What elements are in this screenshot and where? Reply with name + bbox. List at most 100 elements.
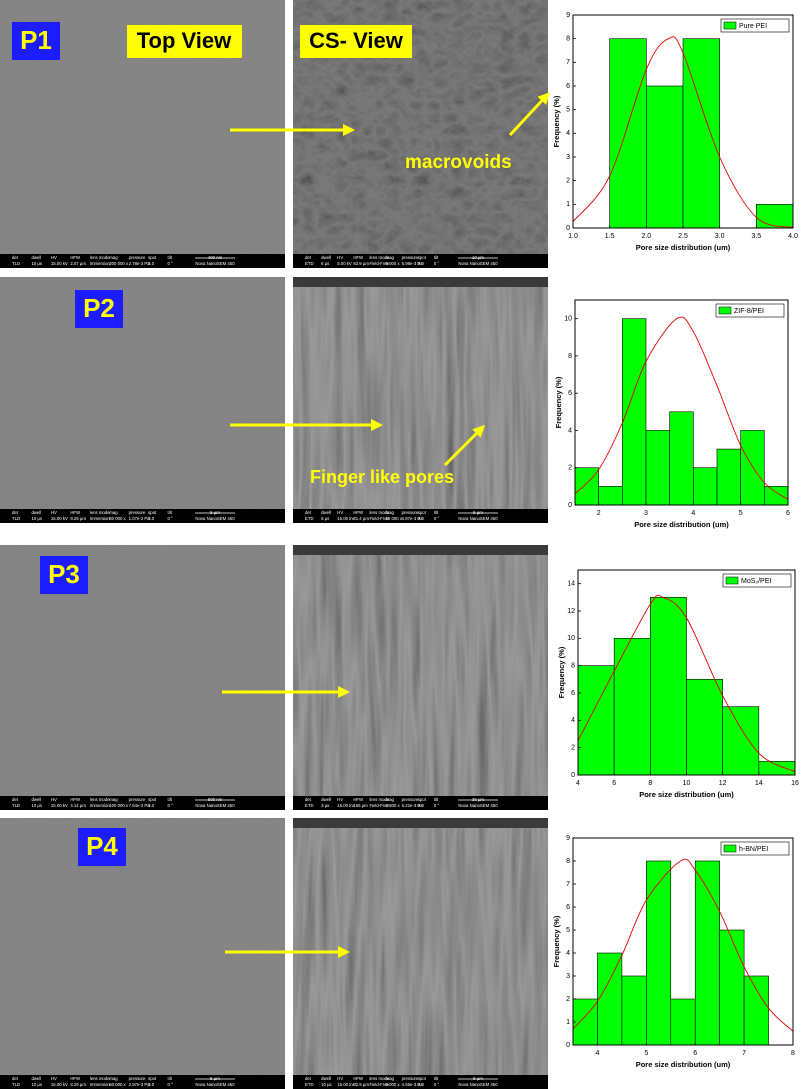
data-bar-value: 82.9 µm — [353, 1082, 369, 1087]
data-bar-field: HV — [51, 797, 57, 802]
data-bar-field: pressure — [129, 1076, 146, 1081]
data-bar-field: HFW — [353, 255, 364, 260]
data-bar-field: tilt — [434, 510, 439, 515]
data-bar-value: 0 ° — [434, 1082, 440, 1087]
histogram-bar — [574, 467, 599, 506]
x-tick-label: 4 — [595, 1050, 599, 1057]
data-bar — [293, 1075, 548, 1089]
instrument: Nova NanoSEM 450 — [195, 1082, 235, 1087]
data-bar-value: Field-Free — [369, 803, 389, 808]
data-bar-field: spot — [148, 255, 157, 260]
data-bar-value: Immersion — [90, 261, 111, 266]
histogram-bar — [650, 597, 687, 776]
header: Top View — [137, 28, 232, 53]
scale-label: 30 µm — [472, 797, 484, 802]
scale-label: 5 µm — [210, 510, 220, 515]
legend-swatch — [723, 844, 737, 853]
data-bar-value: TLD — [12, 1082, 20, 1087]
data-bar-field: HV — [337, 1076, 343, 1081]
histogram-bar — [756, 204, 794, 229]
data-bar-field: mag — [109, 797, 118, 802]
data-bar-value: 10 000 x — [386, 516, 403, 521]
fit-curve — [574, 316, 789, 500]
x-tick-label: 4.0 — [788, 233, 798, 240]
histogram-bar — [646, 85, 684, 229]
instrument: Nova NanoSEM 450 — [195, 803, 235, 808]
data-bar-field: det — [305, 255, 312, 260]
data-bar — [0, 509, 285, 523]
x-tick-label: 5 — [644, 1050, 648, 1057]
arrow-head — [371, 419, 383, 431]
data-bar-value: Immersion — [90, 1082, 111, 1087]
data-bar-field: det — [305, 797, 312, 802]
histogram-bar — [722, 706, 760, 776]
data-bar-value: 0 ° — [168, 261, 174, 266]
data-bar-field: pressure — [129, 797, 146, 802]
data-bar-field: det — [12, 255, 19, 260]
data-bar-value: ETD — [305, 803, 314, 808]
data-bar-value: 2.97e-3 Pa — [129, 1082, 151, 1087]
data-bar-value: 15.00 kV — [51, 516, 68, 521]
data-bar-value: 10 µs — [31, 803, 42, 808]
data-bar-field: spot — [148, 1076, 157, 1081]
data-bar-value: 15.00 kV — [337, 803, 354, 808]
data-bar-value: 0 ° — [434, 803, 440, 808]
y-tick-label: 7 — [566, 881, 570, 888]
data-bar-value: TLD — [12, 803, 20, 808]
data-bar-value: 10 µs — [321, 1082, 332, 1087]
data-bar-field: tilt — [168, 255, 173, 260]
y-tick-label: 1 — [566, 201, 570, 208]
data-bar-value: 41.4 µm — [353, 516, 369, 521]
histogram-bar — [669, 411, 694, 506]
sem-skin — [293, 818, 548, 828]
annotation: macrovoids — [405, 152, 512, 173]
data-bar-value: 3 µs — [321, 803, 329, 808]
data-bar-field: HV — [337, 510, 343, 515]
data-bar-value: 0 ° — [168, 1082, 174, 1087]
data-bar-value: TLD — [12, 261, 20, 266]
data-bar-value: 4.55e-3 Pa — [402, 1082, 424, 1087]
data-bar-value: 10 µs — [31, 516, 42, 521]
data-bar-field: pressure — [129, 255, 146, 260]
panel-label: P1 — [20, 25, 52, 55]
data-bar-field: HFW — [353, 510, 364, 515]
annotation: Finger like pores — [310, 467, 454, 487]
y-tick-label: 8 — [571, 663, 575, 670]
data-bar-field: spot — [418, 797, 427, 802]
data-bar-value: Immersion — [90, 803, 111, 808]
histogram-bar — [645, 430, 670, 506]
y-axis-label: Frequency (%) — [557, 646, 566, 698]
x-tick-label: 3.0 — [715, 233, 725, 240]
data-bar-value: 15.00 kV — [51, 803, 68, 808]
data-bar-value: 6.98e-3 Pa — [402, 261, 424, 266]
data-bar-field: mag — [386, 255, 395, 260]
data-bar-field: spot — [418, 255, 427, 260]
data-bar-field: lens mode — [369, 1076, 389, 1081]
data-bar-field: HFW — [353, 1076, 364, 1081]
scale-label: 5 µm — [210, 1076, 220, 1081]
data-bar-field: mag — [109, 1076, 118, 1081]
data-bar-field: HV — [51, 1076, 57, 1081]
y-tick-label: 6 — [568, 390, 572, 397]
data-bar-value: 0 ° — [434, 261, 440, 266]
panel-label: P4 — [86, 831, 118, 861]
y-tick-label: 5 — [566, 107, 570, 114]
x-tick-label: 16 — [791, 780, 799, 787]
histogram-bar — [613, 638, 651, 776]
y-tick-label: 14 — [567, 581, 575, 588]
panel-label: P3 — [48, 559, 80, 589]
x-axis-label: Pore size distribution (um) — [636, 1060, 731, 1069]
instrument: Nova NanoSEM 450 — [458, 1082, 498, 1087]
data-bar-value: 3.0 — [418, 803, 425, 808]
y-tick-label: 0 — [566, 225, 570, 232]
y-tick-label: 10 — [564, 315, 572, 322]
data-bar-field: HV — [337, 255, 343, 260]
arrow-head — [338, 686, 350, 698]
data-bar-value: 10 µs — [31, 1082, 42, 1087]
data-bar-field: det — [305, 510, 312, 515]
y-tick-label: 4 — [571, 717, 575, 724]
annotation-arrow — [508, 99, 543, 137]
plot-frame — [572, 837, 794, 1046]
data-bar-field: dwell — [321, 1076, 331, 1081]
legend-swatch — [725, 576, 739, 585]
